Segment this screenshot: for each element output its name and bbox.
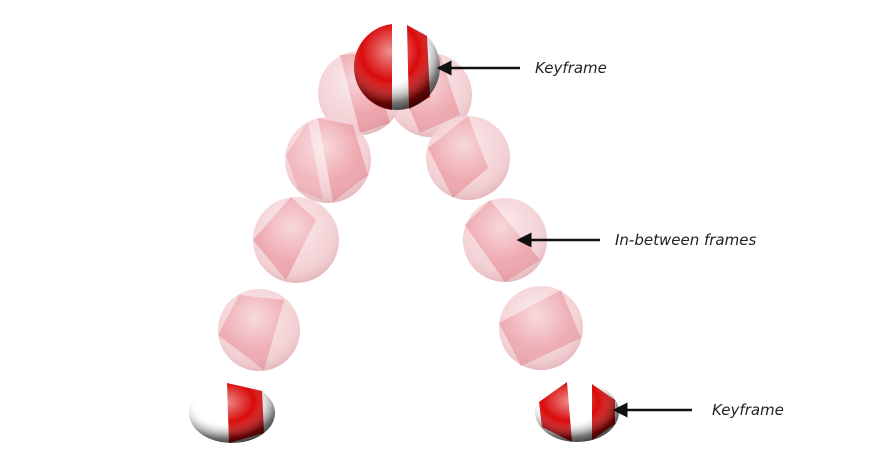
label-keyframe-top: Keyframe [535, 59, 607, 77]
ghost-ball [253, 197, 339, 283]
label-keyframe-bottom: Keyframe [712, 401, 784, 419]
arrows [436, 60, 692, 418]
keyframe-ball-bottom-left [189, 383, 275, 443]
ghost-ball [285, 117, 371, 203]
ghost-ball [218, 289, 300, 371]
ghost-ball [463, 198, 547, 282]
keyframe-ball-bottom-right [535, 382, 619, 442]
ghost-ball [426, 116, 510, 200]
keyframe-ball-top [353, 24, 440, 110]
ghost-ball [499, 286, 583, 370]
label-in-between-frames: In-between frames [615, 231, 756, 249]
